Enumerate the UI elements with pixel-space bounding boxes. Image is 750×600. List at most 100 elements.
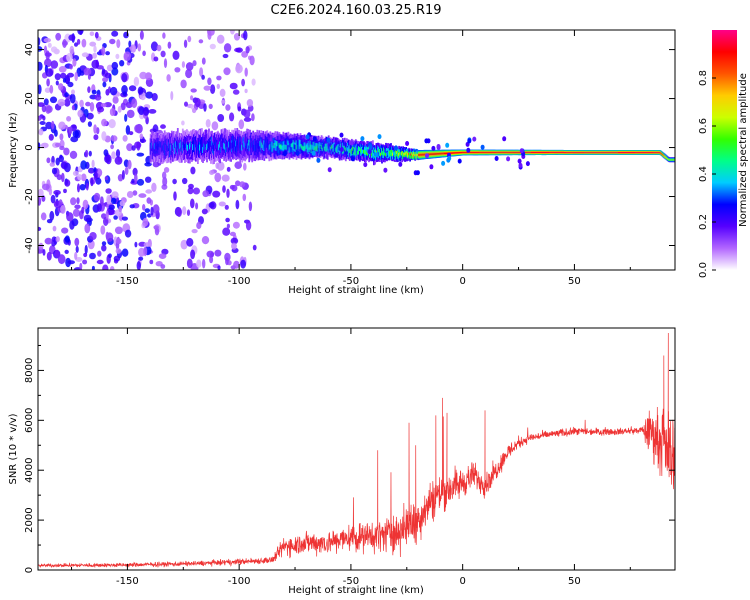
spectrogram-speckle — [172, 50, 180, 60]
spectrogram-speckle — [176, 207, 182, 218]
spectrogram-band-cell — [206, 144, 208, 150]
spectrogram-band-cell — [207, 142, 209, 149]
spectrogram-band-cell — [536, 151, 538, 154]
spectrogram-band-cell — [667, 158, 670, 160]
spectrogram-band-cell — [275, 143, 278, 149]
spectrogram-speckle — [38, 37, 41, 46]
spectrogram-band-cell — [289, 143, 292, 149]
spectrogram-speckle — [316, 157, 321, 163]
spectrogram-speckle — [218, 201, 226, 207]
spectrogram-speckle — [212, 190, 221, 198]
spectrogram-band-cell — [504, 151, 507, 154]
spectrogram-speckle — [60, 205, 66, 214]
spectrogram-band-cell — [267, 140, 270, 147]
spectrogram-band-cell — [376, 150, 378, 155]
spectrogram-band-cell — [462, 151, 465, 154]
spectrogram-band-cell — [411, 152, 414, 155]
spectrogram-band-cell — [298, 139, 301, 149]
spectrogram-band-cell — [417, 153, 420, 156]
spectrogram-band-cell — [607, 152, 610, 154]
spectrogram-band-cell — [533, 151, 535, 154]
spectrogram-band-cell — [284, 144, 287, 150]
spectrogram-band-cell — [489, 151, 492, 154]
spectrogram-speckle — [241, 51, 249, 58]
spectrogram-band-cell — [343, 145, 346, 150]
spectrogram-band-cell — [663, 155, 666, 157]
spectrogram-band-cell — [352, 148, 355, 153]
spectrogram-speckle — [63, 188, 67, 194]
spectrogram-speckle — [216, 83, 220, 90]
spectrogram-band-cell — [241, 144, 244, 151]
spectrogram-band-cell — [224, 143, 226, 150]
spectrogram-band-cell — [515, 151, 518, 154]
spectrogram-speckle — [183, 39, 188, 48]
spectrogram-speckle — [480, 144, 485, 150]
spectrogram-speckle — [415, 170, 420, 176]
spectrogram-speckle — [114, 156, 123, 165]
spectrogram-band-cell — [640, 152, 643, 154]
spectrogram-band-cell — [306, 143, 309, 153]
spectrogram-speckle — [144, 162, 152, 167]
spectrogram-band-cell — [245, 138, 248, 150]
spectrogram-speckle — [56, 174, 62, 181]
spectrogram-speckle — [203, 103, 207, 112]
spectrogram-speckle — [69, 93, 76, 104]
spectrogram-speckle — [229, 112, 235, 122]
spectrogram-band-cell — [451, 152, 454, 154]
spectrogram-speckle — [123, 51, 131, 61]
spectrogram-speckle — [111, 151, 116, 160]
spectrogram-x-tick-label: -50 — [343, 276, 359, 287]
spectrogram-speckle — [398, 161, 403, 167]
spectrogram-speckle — [52, 225, 57, 232]
spectrogram-speckle — [441, 160, 446, 166]
spectrogram-band-cell — [556, 151, 558, 154]
spectrogram-speckle — [136, 261, 141, 270]
spectrogram-band-cell — [614, 152, 617, 154]
spectrogram-speckle — [114, 226, 123, 235]
spectrogram-band-cell — [345, 146, 348, 151]
spectrogram-speckle — [102, 264, 109, 270]
spectrogram-band-cell — [348, 144, 351, 153]
spectrogram-speckle — [119, 60, 125, 67]
spectrogram-speckle — [224, 252, 231, 262]
spectrogram-band-cell — [506, 151, 509, 154]
spectrogram-band-cell — [291, 142, 294, 147]
spectrogram-band-cell — [161, 145, 164, 152]
spectrogram-band-cell — [564, 152, 566, 154]
spectrogram-band-cell — [658, 152, 661, 154]
spectrogram-band-cell — [414, 153, 417, 156]
snr-x-axis-label: Height of straight line (km) — [288, 585, 424, 596]
spectrogram-speckle — [49, 210, 55, 221]
spectrogram-band-cell — [229, 138, 231, 145]
spectrogram-band-cell — [567, 152, 569, 154]
spectrogram-speckle — [110, 144, 114, 150]
spectrogram-band-cell — [361, 149, 363, 153]
spectrogram-speckle — [74, 42, 78, 47]
spectrogram-band-cell — [553, 151, 555, 154]
spectrogram-band-cell — [382, 151, 384, 156]
spectrogram-band-cell — [397, 152, 399, 155]
spectrogram-speckle — [95, 59, 99, 68]
spectrogram-speckle — [70, 136, 79, 143]
spectrogram-speckle — [210, 84, 216, 94]
spectrogram-band-cell — [271, 144, 274, 151]
spectrogram-speckle — [94, 94, 102, 101]
spectrogram-speckle — [136, 178, 145, 186]
spectrogram-band-cell — [306, 143, 309, 148]
spectrogram-speckle — [55, 32, 62, 41]
spectrogram-speckle — [40, 142, 49, 149]
spectrogram-band-cell — [540, 151, 542, 154]
spectrogram-speckle — [79, 30, 83, 36]
spectrogram-band-cell — [428, 153, 431, 156]
spectrogram-band-cell — [355, 146, 358, 155]
spectrogram-band-cell — [590, 152, 593, 154]
spectrogram-speckle — [198, 39, 204, 44]
spectrogram-speckle — [108, 119, 116, 129]
spectrogram-band-cell — [541, 151, 543, 154]
spectrogram-speckle — [243, 109, 251, 119]
spectrogram-speckle — [38, 226, 42, 231]
spectrogram-speckle — [201, 236, 210, 245]
spectrogram-speckle — [74, 71, 78, 82]
spectrogram-band-cell — [552, 151, 554, 154]
spectrogram-band-cell — [345, 147, 348, 155]
